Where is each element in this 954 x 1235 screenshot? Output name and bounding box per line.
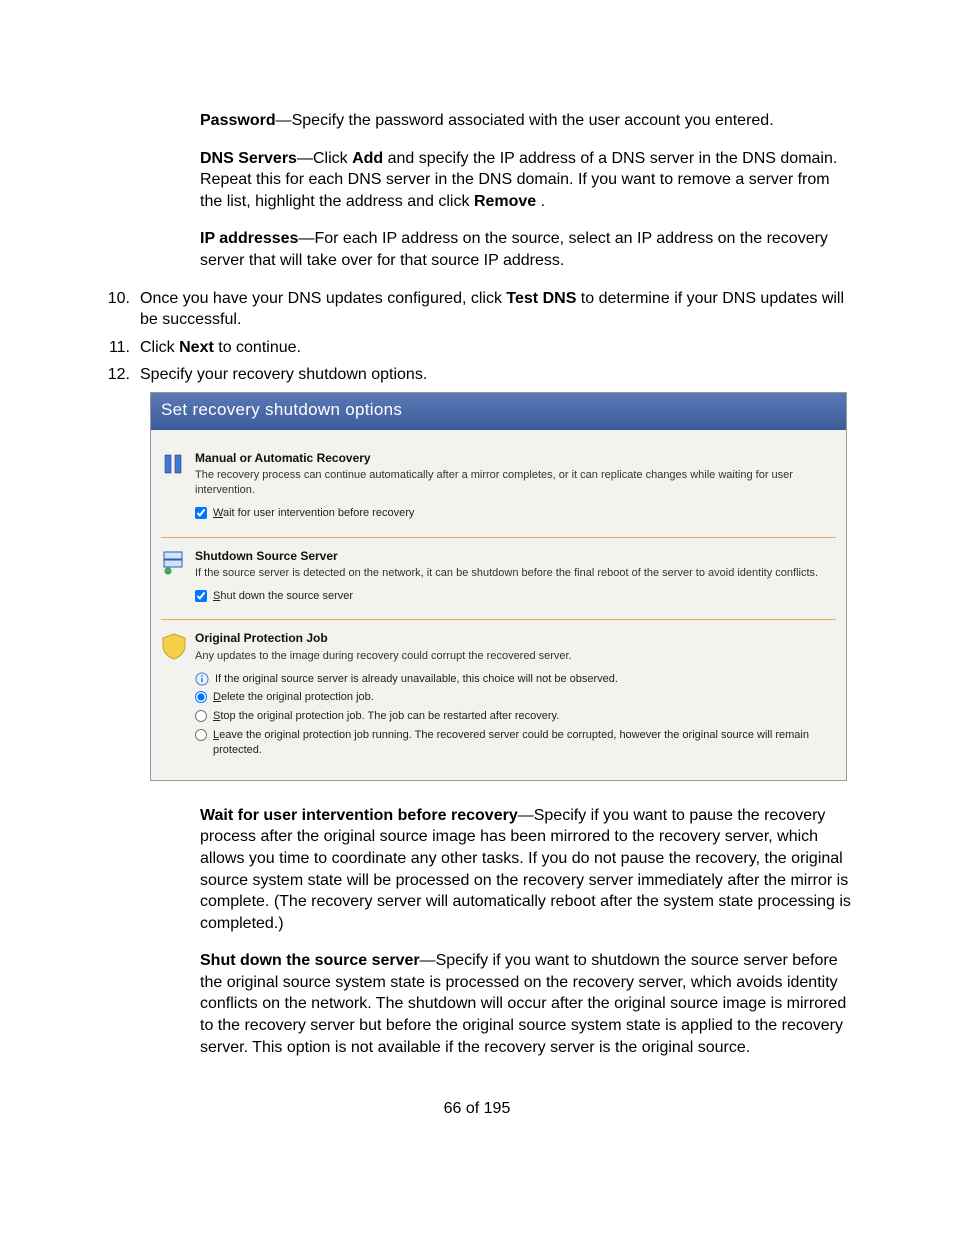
step-number: 10. bbox=[100, 288, 140, 331]
section-title: Shutdown Source Server bbox=[195, 548, 836, 564]
wait-explain-label: Wait for user intervention before recove… bbox=[200, 807, 518, 824]
step-11-text-a: Click bbox=[140, 339, 179, 356]
radio-leave[interactable] bbox=[195, 729, 207, 741]
section-title: Original Protection Job bbox=[195, 630, 836, 646]
section-title: Manual or Automatic Recovery bbox=[195, 450, 836, 466]
radio-stop-label: Stop the original protection job. The jo… bbox=[213, 709, 559, 724]
step-12-text: Specify your recovery shutdown options. bbox=[140, 366, 427, 383]
info-row: If the original source server is already… bbox=[195, 672, 836, 687]
radio-leave-label: Leave the original protection job runnin… bbox=[213, 728, 836, 758]
password-paragraph: Password—Specify the password associated… bbox=[200, 110, 854, 132]
step-12: 12. Specify your recovery shutdown optio… bbox=[100, 364, 854, 386]
dialog-body: Manual or Automatic Recovery The recover… bbox=[151, 430, 846, 780]
dns-text-1: —Click bbox=[297, 150, 352, 167]
section-original-job: Original Protection Job Any updates to t… bbox=[161, 619, 836, 771]
ip-label: IP addresses bbox=[200, 230, 298, 247]
wait-explain-text: —Specify if you want to pause the recove… bbox=[200, 807, 851, 932]
shutdown-explanation: Shut down the source server—Specify if y… bbox=[200, 950, 854, 1058]
dns-remove-label: Remove bbox=[474, 193, 536, 210]
radio-delete-row[interactable]: Delete the original protection job. bbox=[195, 690, 836, 705]
ip-paragraph: IP addresses—For each IP address on the … bbox=[200, 228, 854, 271]
wait-checkbox[interactable] bbox=[195, 507, 207, 519]
shutdown-checkbox-label: Shut down the source server bbox=[213, 589, 353, 604]
pause-icon bbox=[161, 452, 185, 476]
server-icon bbox=[161, 550, 185, 576]
wait-checkbox-label: Wait for user intervention before recove… bbox=[213, 506, 414, 521]
radio-leave-row[interactable]: Leave the original protection job runnin… bbox=[195, 728, 836, 758]
section-manual-auto: Manual or Automatic Recovery The recover… bbox=[161, 444, 836, 535]
section-desc: The recovery process can continue automa… bbox=[195, 468, 836, 498]
step-number: 11. bbox=[100, 337, 140, 359]
section-desc: Any updates to the image during recovery… bbox=[195, 649, 836, 664]
shield-icon bbox=[161, 632, 187, 660]
wait-checkbox-row[interactable]: Wait for user intervention before recove… bbox=[195, 506, 836, 521]
shut-explain-label: Shut down the source server bbox=[200, 952, 420, 969]
radio-delete-label: Delete the original protection job. bbox=[213, 690, 374, 705]
recovery-options-dialog: Set recovery shutdown options Manual or … bbox=[150, 392, 847, 781]
shutdown-checkbox-row[interactable]: Shut down the source server bbox=[195, 589, 836, 604]
info-icon bbox=[195, 672, 209, 686]
document-page: Password—Specify the password associated… bbox=[0, 0, 954, 1170]
step-11-text-c: to continue. bbox=[214, 339, 301, 356]
dns-add-label: Add bbox=[352, 150, 383, 167]
radio-stop-row[interactable]: Stop the original protection job. The jo… bbox=[195, 709, 836, 724]
password-label: Password bbox=[200, 112, 276, 129]
next-label: Next bbox=[179, 339, 214, 356]
dialog-titlebar: Set recovery shutdown options bbox=[151, 393, 846, 430]
dns-text-3: . bbox=[536, 193, 545, 210]
section-shutdown-source: Shutdown Source Server If the source ser… bbox=[161, 537, 836, 618]
steps-list: 10. Once you have your DNS updates confi… bbox=[100, 288, 854, 386]
step-10-text-a: Once you have your DNS updates configure… bbox=[140, 290, 506, 307]
section-desc: If the source server is detected on the … bbox=[195, 566, 836, 581]
shutdown-checkbox[interactable] bbox=[195, 590, 207, 602]
test-dns-label: Test DNS bbox=[506, 290, 576, 307]
info-text: If the original source server is already… bbox=[215, 672, 618, 687]
wait-explanation: Wait for user intervention before recove… bbox=[200, 805, 854, 935]
dns-label: DNS Servers bbox=[200, 150, 297, 167]
step-10: 10. Once you have your DNS updates confi… bbox=[100, 288, 854, 331]
step-number: 12. bbox=[100, 364, 140, 386]
radio-delete[interactable] bbox=[195, 691, 207, 703]
page-number: 66 of 195 bbox=[100, 1098, 854, 1120]
dns-paragraph: DNS Servers—Click Add and specify the IP… bbox=[200, 148, 854, 213]
password-text: —Specify the password associated with th… bbox=[276, 112, 774, 129]
radio-stop[interactable] bbox=[195, 710, 207, 722]
step-11: 11. Click Next to continue. bbox=[100, 337, 854, 359]
